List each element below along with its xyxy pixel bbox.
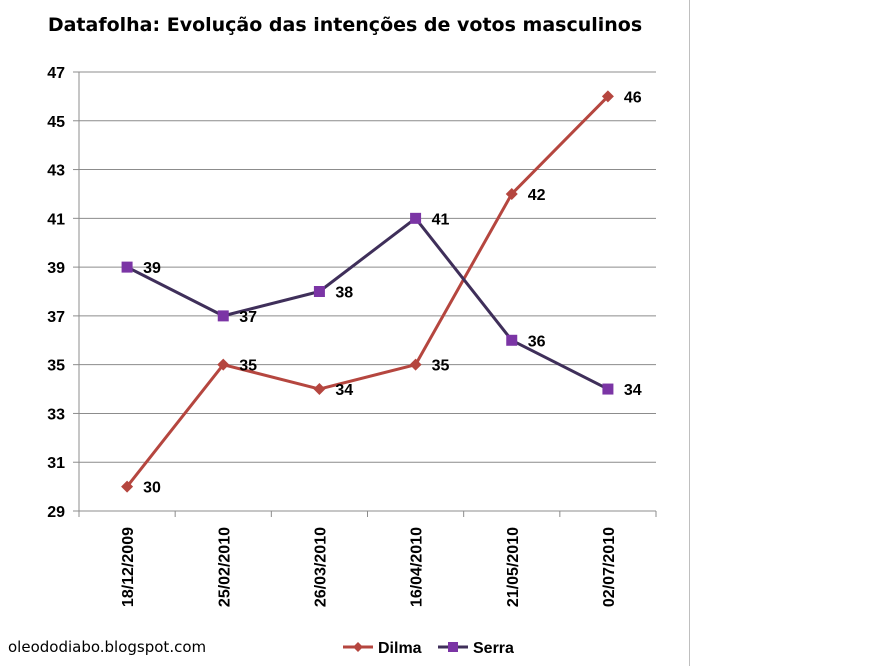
data-point [506, 334, 518, 346]
series-line [126, 216, 609, 391]
y-tick-label: 29 [47, 504, 65, 521]
x-tick-label: 21/05/2010 [505, 527, 522, 607]
x-tick-label: 18/12/2009 [120, 527, 137, 607]
y-tick-label: 37 [47, 309, 65, 326]
y-tick-label: 45 [47, 114, 65, 131]
y-tick-label: 35 [47, 358, 65, 375]
data-label: 34 [624, 382, 642, 399]
data-point [313, 286, 325, 297]
legend-marker [353, 642, 363, 652]
legend-label: Serra [473, 640, 514, 657]
x-tick-label: 26/03/2010 [312, 527, 329, 607]
legend-marker [448, 642, 458, 652]
data-label: 39 [143, 260, 161, 277]
data-label: 37 [239, 309, 257, 326]
y-tick-label: 43 [47, 163, 65, 180]
data-point [313, 383, 326, 396]
panel-divider [689, 0, 690, 666]
x-tick-label: 16/04/2010 [409, 527, 426, 607]
chart-title: Datafolha: Evolução das intenções de vot… [48, 14, 642, 36]
legend-item-dilma: Dilma [343, 640, 422, 657]
y-tick-label: 39 [47, 260, 65, 277]
data-label: 42 [528, 187, 546, 204]
y-tick-label: 47 [47, 65, 65, 82]
data-point [217, 358, 230, 371]
data-label: 38 [335, 285, 353, 302]
data-point [217, 310, 229, 322]
data-label: 30 [143, 480, 161, 497]
data-point [121, 480, 134, 493]
data-point [601, 90, 614, 103]
data-label: 36 [528, 333, 546, 350]
series-serra: 39 37 38 41 36 34 [121, 211, 642, 399]
data-point [602, 383, 614, 395]
series-line [125, 95, 609, 488]
data-point [121, 261, 133, 273]
data-label: 34 [335, 382, 353, 399]
grid [79, 71, 656, 512]
axes: 29 31 33 35 37 39 41 43 45 47 18/12/2009 25/02/2010… [47, 65, 657, 607]
legend-item-serra: Serra [438, 640, 514, 657]
x-tick-label: 25/02/2010 [216, 527, 233, 607]
y-tick-label: 33 [47, 406, 65, 423]
data-point [505, 187, 518, 200]
y-tick-label: 31 [47, 455, 65, 472]
series-layer: 30 35 34 35 42 46 39 37 38 41 36 34 [121, 89, 642, 497]
series-dilma: 30 35 34 35 42 46 [121, 89, 642, 497]
data-label: 46 [624, 89, 642, 106]
watermark-text: oleododiabo.blogspot.com [8, 638, 206, 656]
legend: Dilma Serra [343, 640, 514, 657]
data-point [410, 212, 422, 224]
data-point [409, 358, 422, 371]
legend-label: Dilma [378, 640, 422, 657]
x-tick-label: 02/07/2010 [601, 527, 618, 607]
data-label: 35 [239, 358, 257, 375]
data-label: 35 [432, 358, 450, 375]
data-label: 41 [432, 211, 450, 228]
y-tick-label: 41 [47, 211, 65, 228]
